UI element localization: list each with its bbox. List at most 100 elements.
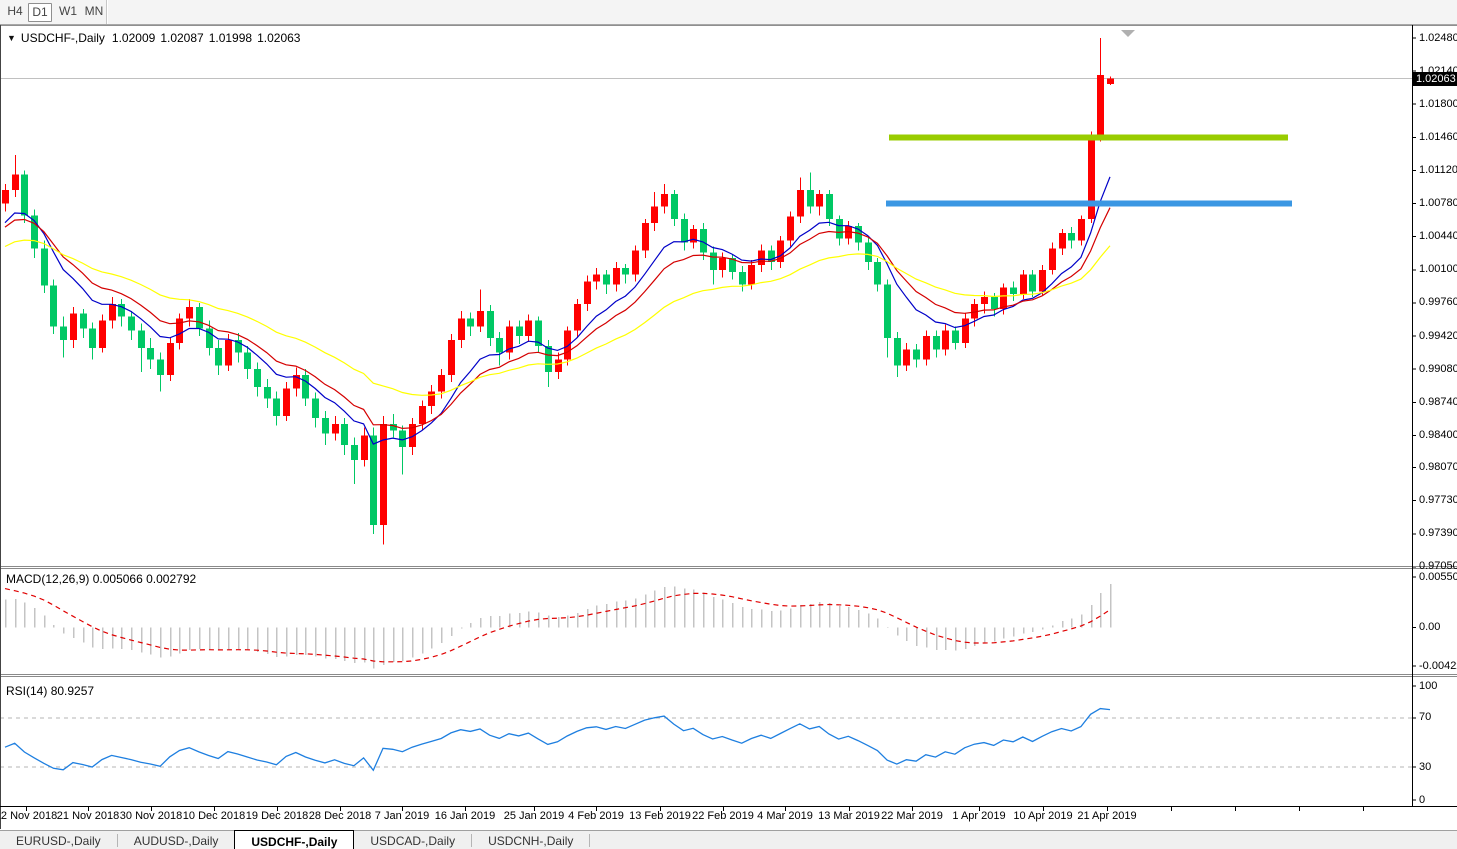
candle-bullish[interactable] bbox=[797, 189, 804, 217]
candle-bearish[interactable] bbox=[89, 328, 96, 348]
candle-bearish[interactable] bbox=[836, 219, 843, 239]
ma-mid-red-line[interactable] bbox=[4, 207, 1111, 430]
candle-bullish[interactable] bbox=[419, 406, 426, 424]
support-line[interactable] bbox=[886, 200, 1292, 207]
candle-bullish[interactable] bbox=[438, 375, 445, 392]
candle-bearish[interactable] bbox=[1010, 287, 1017, 295]
timeframe-d1-button[interactable]: D1 bbox=[28, 3, 52, 22]
candle-bearish[interactable] bbox=[807, 189, 814, 207]
candle-bullish[interactable] bbox=[651, 206, 658, 224]
candle-bearish[interactable] bbox=[273, 398, 280, 416]
candle-bullish[interactable] bbox=[1107, 78, 1114, 84]
candle-bearish[interactable] bbox=[768, 250, 775, 263]
candle-bearish[interactable] bbox=[710, 252, 717, 270]
candle-bullish[interactable] bbox=[99, 320, 106, 348]
candle-bullish[interactable] bbox=[1088, 135, 1095, 220]
candle-bearish[interactable] bbox=[535, 320, 542, 346]
candle-bearish[interactable] bbox=[467, 318, 474, 327]
candle-bearish[interactable] bbox=[894, 338, 901, 366]
candle-bullish[interactable] bbox=[748, 264, 755, 285]
candle-bearish[interactable] bbox=[31, 215, 38, 249]
candle-bearish[interactable] bbox=[196, 306, 203, 329]
candle-bullish[interactable] bbox=[584, 281, 591, 304]
candle-bearish[interactable] bbox=[370, 435, 377, 526]
candle-bearish[interactable] bbox=[933, 336, 940, 350]
candle-bullish[interactable] bbox=[816, 193, 823, 207]
candle-bullish[interactable] bbox=[564, 330, 571, 360]
candle-bullish[interactable] bbox=[176, 318, 183, 343]
candle-bullish[interactable] bbox=[70, 313, 77, 340]
ma-fast-blue-line[interactable] bbox=[4, 176, 1111, 445]
candle-bearish[interactable] bbox=[913, 349, 920, 360]
macd-panel-divider[interactable] bbox=[0, 566, 1457, 567]
candle-bullish[interactable] bbox=[1059, 232, 1066, 249]
candle-bearish[interactable] bbox=[729, 258, 736, 272]
main-chart-panel[interactable] bbox=[0, 38, 1412, 545]
candle-bearish[interactable] bbox=[991, 297, 998, 309]
candle-bearish[interactable] bbox=[264, 386, 271, 399]
candle-bullish[interactable] bbox=[109, 303, 116, 321]
candle-bullish[interactable] bbox=[613, 267, 620, 285]
tab-audusd-daily[interactable]: AUDUSD-,Daily bbox=[133, 834, 219, 848]
candle-bullish[interactable] bbox=[332, 423, 339, 434]
ma-slow-yellow-line[interactable] bbox=[4, 239, 1111, 396]
candle-bearish[interactable] bbox=[322, 417, 329, 434]
candle-bullish[interactable] bbox=[719, 258, 726, 270]
candle-bearish[interactable] bbox=[80, 313, 87, 329]
candle-bullish[interactable] bbox=[361, 435, 368, 460]
candle-bearish[interactable] bbox=[235, 339, 242, 353]
candle-bullish[interactable] bbox=[777, 240, 784, 263]
candle-bearish[interactable] bbox=[1029, 274, 1036, 292]
candle-bearish[interactable] bbox=[302, 375, 309, 399]
candle-bullish[interactable] bbox=[690, 228, 697, 243]
rsi-panel[interactable] bbox=[0, 707, 1412, 772]
candle-bearish[interactable] bbox=[215, 347, 222, 366]
candle-bearish[interactable] bbox=[545, 345, 552, 373]
candle-bullish[interactable] bbox=[1078, 219, 1085, 241]
symbol-dropdown-icon[interactable]: ▼ bbox=[7, 33, 16, 43]
candle-bearish[interactable] bbox=[884, 284, 891, 339]
candle-bearish[interactable] bbox=[206, 328, 213, 348]
candle-bullish[interactable] bbox=[758, 250, 765, 265]
candle-bearish[interactable] bbox=[622, 267, 629, 275]
candle-bullish[interactable] bbox=[981, 297, 988, 304]
candle-bullish[interactable] bbox=[167, 342, 174, 376]
candle-bullish[interactable] bbox=[477, 310, 484, 327]
candle-bearish[interactable] bbox=[254, 369, 261, 387]
candle-bearish[interactable] bbox=[50, 285, 57, 327]
candle-bearish[interactable] bbox=[312, 398, 319, 418]
candle-bullish[interactable] bbox=[971, 303, 978, 319]
candle-bearish[interactable] bbox=[399, 430, 406, 448]
candle-bullish[interactable] bbox=[555, 359, 562, 373]
candle-bullish[interactable] bbox=[458, 318, 465, 340]
candle-bearish[interactable] bbox=[681, 219, 688, 243]
candle-bullish[interactable] bbox=[409, 423, 416, 448]
candle-bullish[interactable] bbox=[283, 388, 290, 416]
candle-bearish[interactable] bbox=[60, 326, 67, 340]
candle-bullish[interactable] bbox=[787, 216, 794, 241]
candle-bearish[interactable] bbox=[739, 271, 746, 285]
candle-bullish[interactable] bbox=[1049, 248, 1056, 270]
candle-bearish[interactable] bbox=[865, 242, 872, 263]
candle-bullish[interactable] bbox=[186, 306, 193, 319]
candle-bearish[interactable] bbox=[952, 330, 959, 343]
candle-bearish[interactable] bbox=[147, 347, 154, 360]
candle-bearish[interactable] bbox=[874, 262, 881, 285]
candle-bullish[interactable] bbox=[380, 423, 387, 526]
candle-bullish[interactable] bbox=[1000, 287, 1007, 309]
tab-usdcad-daily[interactable]: USDCAD-,Daily bbox=[370, 834, 456, 848]
candle-bullish[interactable] bbox=[661, 193, 668, 207]
candle-bullish[interactable] bbox=[1097, 75, 1104, 136]
candle-bearish[interactable] bbox=[700, 228, 707, 253]
candle-bearish[interactable] bbox=[390, 423, 397, 431]
candle-bearish[interactable] bbox=[516, 326, 523, 337]
candle-bearish[interactable] bbox=[826, 193, 833, 220]
candle-bullish[interactable] bbox=[903, 349, 910, 366]
rsi-panel-divider[interactable] bbox=[0, 674, 1457, 675]
candle-bullish[interactable] bbox=[2, 189, 9, 204]
candle-bearish[interactable] bbox=[118, 303, 125, 317]
timeframe-w1-button[interactable]: W1 bbox=[59, 4, 77, 18]
candle-bearish[interactable] bbox=[21, 174, 28, 216]
candle-bullish[interactable] bbox=[1020, 274, 1027, 295]
